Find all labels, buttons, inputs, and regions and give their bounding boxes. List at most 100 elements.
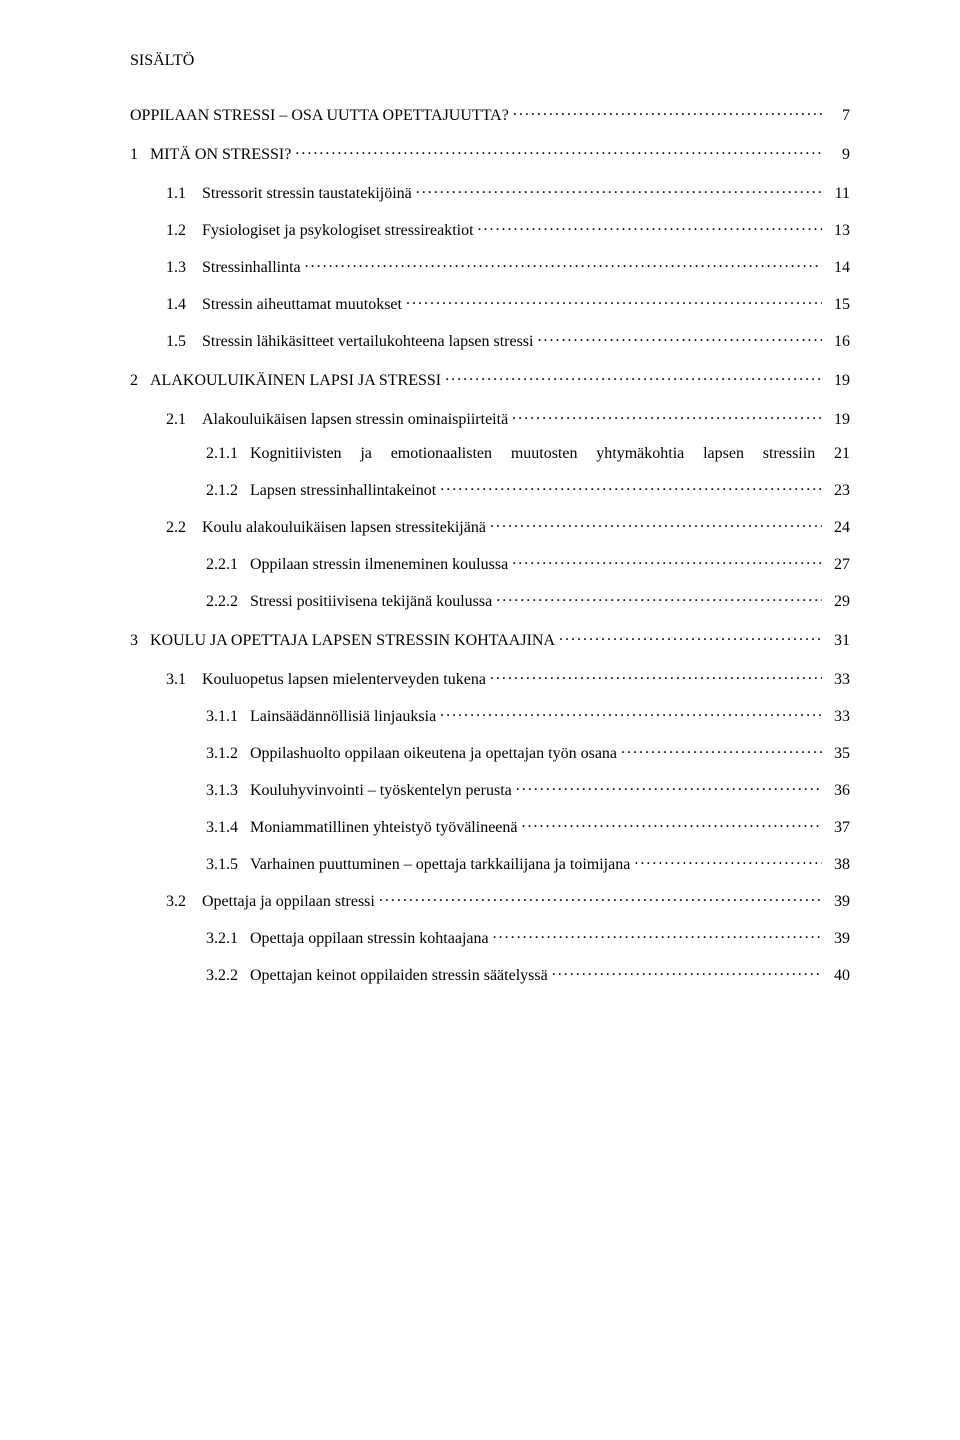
toc-title: Lainsäädännöllisiä linjauksia: [250, 708, 436, 726]
toc-leader-dots: [513, 104, 822, 120]
toc-title: Opettaja oppilaan stressin kohtaajana: [250, 930, 489, 948]
spacer: [130, 948, 850, 964]
toc-title: Moniammatillinen yhteistyö työvälineenä: [250, 819, 518, 837]
table-of-contents: OPPILAAN STRESSI – OSA UUTTA OPETTAJUUTT…: [130, 104, 850, 985]
spacer: [130, 314, 850, 330]
toc-number: 1: [130, 146, 150, 164]
toc-leader-dots: [512, 408, 822, 424]
toc-entry: 3.2Opettaja ja oppilaan stressi39: [130, 890, 850, 911]
toc-leader-dots: [305, 256, 822, 272]
toc-entry: 1.4Stressin aiheuttamat muutokset15: [130, 293, 850, 314]
toc-entry: 1.2Fysiologiset ja psykologiset stressir…: [130, 219, 850, 240]
toc-number: 2.2: [166, 519, 202, 537]
toc-leader-dots: [295, 143, 822, 159]
toc-leader-dots: [634, 853, 822, 869]
toc-page-number: 33: [826, 708, 850, 726]
toc-page-number: 19: [826, 411, 850, 429]
toc-page-number: 29: [826, 593, 850, 611]
toc-number: 3.1.5: [206, 856, 250, 874]
toc-number: 1.3: [166, 259, 202, 277]
toc-page-number: 40: [826, 967, 850, 985]
spacer: [130, 240, 850, 256]
toc-title: Kouluopetus lapsen mielenterveyden tuken…: [202, 671, 486, 689]
toc-page-number: 31: [826, 632, 850, 650]
toc-entry: 2.1.2Lapsen stressinhallintakeinot 23: [130, 479, 850, 500]
toc-leader-dots: [416, 182, 822, 198]
toc-page-number: 13: [826, 222, 850, 240]
spacer: [130, 125, 850, 143]
toc-entry: OPPILAAN STRESSI – OSA UUTTA OPETTAJUUTT…: [130, 104, 850, 125]
toc-number: 2: [130, 372, 150, 390]
toc-title: Oppilaan stressin ilmeneminen koulussa: [250, 556, 508, 574]
toc-number: 2.2.1: [206, 556, 250, 574]
toc-leader-dots: [522, 816, 823, 832]
toc-page-number: 36: [826, 782, 850, 800]
toc-title: Lapsen stressinhallintakeinot: [250, 482, 436, 500]
toc-number: 3.2.1: [206, 930, 250, 948]
toc-title: Stressinhallinta: [202, 259, 301, 277]
toc-entry: 1.1Stressorit stressin taustatekijöinä11: [130, 182, 850, 203]
toc-title: MITÄ ON STRESSI?: [150, 146, 291, 164]
toc-title: Stressin lähikäsitteet vertailukohteena …: [202, 333, 533, 351]
toc-leader-dots: [445, 369, 822, 385]
toc-page-number: 11: [826, 185, 850, 203]
toc-leader-dots: [493, 927, 822, 943]
toc-title: ALAKOULUIKÄINEN LAPSI JA STRESSI: [150, 372, 441, 390]
toc-leader-dots: [379, 890, 822, 906]
spacer: [130, 611, 850, 629]
toc-number: 3.1: [166, 671, 202, 689]
spacer: [130, 574, 850, 590]
toc-entry: 3.1.1Lainsäädännöllisiä linjauksia 33: [130, 705, 850, 726]
toc-leader-dots: [537, 330, 822, 346]
spacer: [130, 800, 850, 816]
toc-leader-dots: [490, 668, 822, 684]
toc-title: Kognitiivisten ja emotionaalisten muutos…: [250, 445, 850, 463]
toc-page-number: 33: [826, 671, 850, 689]
spacer: [130, 726, 850, 742]
toc-title: Opettajan keinot oppilaiden stressin sää…: [250, 967, 548, 985]
toc-page-number: 23: [826, 482, 850, 500]
spacer: [130, 500, 850, 516]
spacer: [130, 874, 850, 890]
toc-number: 1.2: [166, 222, 202, 240]
toc-title: KOULU JA OPETTAJA LAPSEN STRESSIN KOHTAA…: [150, 632, 555, 650]
toc-page-number: 37: [826, 819, 850, 837]
toc-page-number: 38: [826, 856, 850, 874]
toc-title: Oppilashuolto oppilaan oikeutena ja opet…: [250, 745, 617, 763]
spacer: [130, 911, 850, 927]
toc-leader-dots: [406, 293, 822, 309]
toc-number: 1.4: [166, 296, 202, 314]
toc-title: Koulu alakouluikäisen lapsen stressiteki…: [202, 519, 486, 537]
toc-page-number: 7: [826, 107, 850, 125]
toc-entry: 1.3Stressinhallinta14: [130, 256, 850, 277]
toc-number: 3.1.3: [206, 782, 250, 800]
toc-entry: 2.2Koulu alakouluikäisen lapsen stressit…: [130, 516, 850, 537]
toc-entry: 1MITÄ ON STRESSI? 9: [130, 143, 850, 164]
spacer: [130, 351, 850, 369]
spacer: [130, 390, 850, 408]
toc-title: Stressin aiheuttamat muutokset: [202, 296, 402, 314]
toc-number: 1.5: [166, 333, 202, 351]
toc-page-number: 24: [826, 519, 850, 537]
spacer: [130, 164, 850, 182]
toc-page-number: 27: [826, 556, 850, 574]
spacer: [130, 203, 850, 219]
toc-title: OPPILAAN STRESSI – OSA UUTTA OPETTAJUUTT…: [130, 107, 509, 125]
toc-entry: 3KOULU JA OPETTAJA LAPSEN STRESSIN KOHTA…: [130, 629, 850, 650]
toc-number: 2.1: [166, 411, 202, 429]
toc-number: 3.1.1: [206, 708, 250, 726]
toc-number: 3.2: [166, 893, 202, 911]
toc-page-number: 9: [826, 146, 850, 164]
spacer: [130, 537, 850, 553]
toc-title: Opettaja ja oppilaan stressi: [202, 893, 375, 911]
toc-entry: 3.1.2Oppilashuolto oppilaan oikeutena ja…: [130, 742, 850, 763]
toc-entry: 2.2.1Oppilaan stressin ilmeneminen koulu…: [130, 553, 850, 574]
toc-leader-dots: [552, 964, 822, 980]
toc-leader-dots: [490, 516, 822, 532]
toc-title: Varhainen puuttuminen – opettaja tarkkai…: [250, 856, 630, 874]
toc-entry: 3.1.3Kouluhyvinvointi – työskentelyn per…: [130, 779, 850, 800]
toc-leader-dots: [512, 553, 822, 569]
spacer: [130, 277, 850, 293]
toc-number: 2.1.2: [206, 482, 250, 500]
toc-title: Stressi positiivisena tekijänä koulussa: [250, 593, 492, 611]
